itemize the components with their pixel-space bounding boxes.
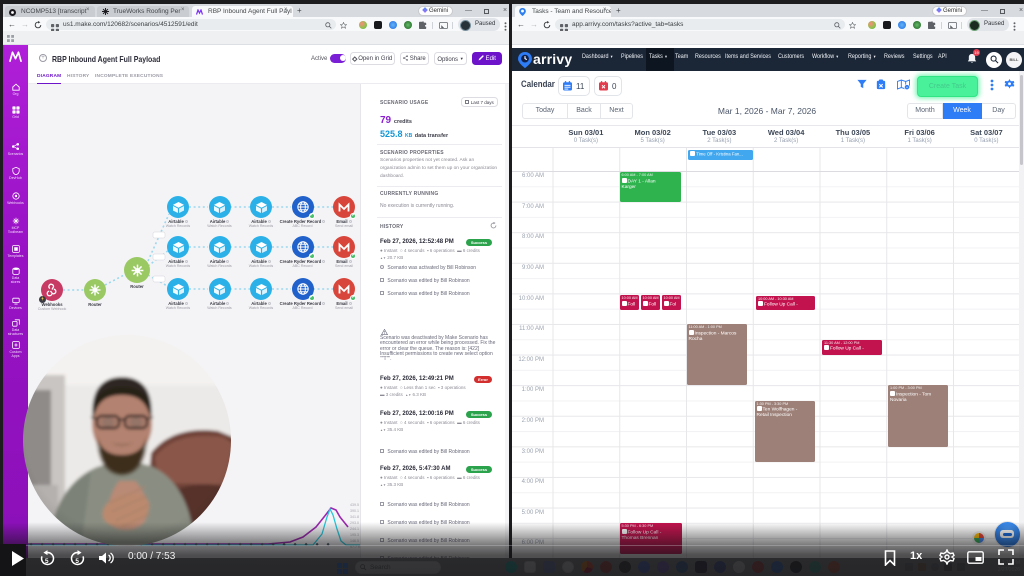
- svg-text:439.5 KB: 439.5 KB: [350, 503, 360, 507]
- svg-text:390.1 KB: 390.1 KB: [350, 509, 360, 513]
- svg-text:+: +: [906, 85, 909, 90]
- svg-text:5: 5: [45, 558, 49, 565]
- svg-text:341.8 KB: 341.8 KB: [350, 515, 360, 519]
- svg-text:5: 5: [75, 558, 79, 565]
